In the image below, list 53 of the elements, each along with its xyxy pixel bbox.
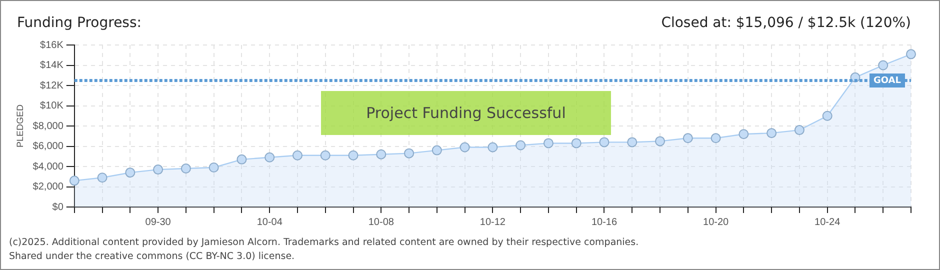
x-tick-label: 10-08 xyxy=(368,216,394,228)
point xyxy=(906,49,916,60)
y-tick-label: $2,000 xyxy=(32,182,64,192)
point xyxy=(320,150,330,160)
point xyxy=(655,136,666,146)
text: (c)2025. Additional content provided by Jamieson Alcorn. Trademarks and related content are owned by their respective companies. xyxy=(9,237,639,248)
point xyxy=(627,137,638,148)
point xyxy=(822,110,832,121)
point xyxy=(376,149,386,160)
chart-title: Funding Progress: xyxy=(17,15,142,31)
y-tick-label: $10K xyxy=(40,100,64,112)
point xyxy=(571,138,582,148)
y-axis-title: PLEDGED xyxy=(14,104,25,148)
point xyxy=(208,162,219,173)
point xyxy=(878,60,888,70)
y-tick-label: $4,000 xyxy=(32,161,64,172)
point xyxy=(710,133,721,144)
point xyxy=(153,164,164,175)
y-tick-label: $8,000 xyxy=(32,120,64,132)
point xyxy=(599,137,610,148)
x-tick-label: 10-12 xyxy=(480,216,506,228)
point xyxy=(516,140,526,150)
y-tick-label: $16K xyxy=(40,40,64,51)
point xyxy=(236,154,247,164)
point xyxy=(766,128,777,138)
banner: Project Funding Successful xyxy=(321,91,611,135)
point xyxy=(794,125,804,136)
y-tick-label: $12K xyxy=(40,80,64,92)
point xyxy=(292,150,302,160)
point xyxy=(180,164,191,174)
point xyxy=(348,150,358,160)
y-tick-label: $6,000 xyxy=(32,141,64,152)
point xyxy=(738,129,749,140)
point xyxy=(264,152,275,162)
y-tick-label: $14K xyxy=(40,60,64,71)
point xyxy=(97,172,108,183)
point xyxy=(682,133,693,144)
point xyxy=(404,148,414,158)
ref-line-label: GOAL xyxy=(874,76,902,86)
point xyxy=(125,168,136,178)
point xyxy=(543,138,554,148)
chart-subtitle: Closed at: $15,096 / $12.5k (120%) xyxy=(661,15,911,31)
x-tick-label: 09-30 xyxy=(145,216,172,228)
point xyxy=(69,176,80,186)
point xyxy=(488,142,498,152)
x-tick-label: 10-24 xyxy=(814,216,841,228)
point xyxy=(432,145,442,156)
x-tick-label: 10-04 xyxy=(256,216,283,228)
point xyxy=(460,142,470,152)
y-tick-label: $0 xyxy=(52,202,64,213)
text: Shared under the creative commons (CC BY-NC 3.0) license. xyxy=(9,251,295,262)
x-tick-label: 10-20 xyxy=(703,216,730,228)
x-tick-label: 10-16 xyxy=(591,216,618,228)
